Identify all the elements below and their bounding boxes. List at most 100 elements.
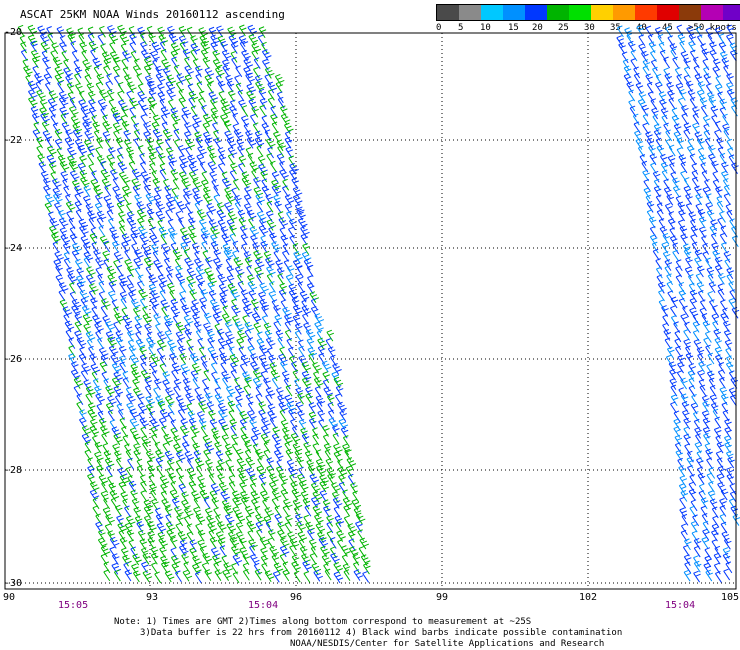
wind-barb — [122, 66, 130, 79]
wind-barb — [726, 73, 734, 85]
wind-barb — [719, 498, 727, 510]
wind-barb — [716, 441, 725, 454]
wind-barb — [707, 273, 715, 286]
wind-barb — [285, 274, 294, 286]
wind-barb — [79, 225, 89, 237]
wind-barb — [714, 416, 722, 429]
wind-barb — [199, 546, 207, 558]
wind-barb — [207, 522, 217, 534]
wind-barb — [259, 298, 269, 311]
wind-barb — [690, 520, 699, 533]
wind-barb — [138, 411, 146, 424]
wind-barb — [223, 562, 233, 574]
wind-barb — [690, 234, 698, 246]
wind-barb — [646, 137, 654, 150]
wind-barb — [208, 91, 219, 104]
wind-barb — [727, 147, 734, 160]
wind-barb — [675, 274, 683, 287]
wind-barb — [145, 450, 156, 463]
wind-barb — [179, 297, 187, 310]
wind-barb — [203, 449, 211, 461]
wind-barb — [705, 83, 713, 95]
wind-barb — [108, 280, 117, 293]
wind-barb — [217, 35, 226, 48]
wind-barb — [210, 483, 221, 495]
wind-barb — [240, 426, 248, 438]
wind-barb — [650, 59, 658, 71]
wind-barb — [237, 89, 245, 102]
wind-barb — [156, 522, 167, 535]
wind-barb — [186, 338, 194, 351]
wind-barb — [267, 347, 274, 360]
wind-barb — [139, 233, 149, 246]
wind-barb — [194, 571, 202, 584]
wind-barb — [186, 467, 197, 480]
wind-barb — [634, 130, 642, 142]
wind-barb — [113, 75, 121, 87]
wind-barb — [138, 225, 148, 238]
wind-barb — [274, 73, 285, 86]
wind-barb — [131, 563, 139, 576]
wind-barb — [288, 289, 299, 302]
wind-barb — [87, 457, 95, 470]
wind-barb — [101, 298, 111, 310]
wind-barb — [137, 274, 145, 287]
wind-barb — [82, 121, 92, 133]
wind-barb — [109, 546, 117, 559]
wind-barb — [103, 497, 111, 510]
wind-barb — [19, 35, 27, 47]
wind-barb — [277, 273, 285, 285]
wind-barb — [86, 338, 94, 351]
wind-barb — [705, 201, 713, 214]
wind-barb — [175, 272, 185, 285]
wind-barb — [679, 475, 688, 487]
wind-barb — [179, 227, 190, 239]
wind-barb — [211, 371, 218, 384]
wind-barb — [633, 66, 641, 79]
wind-barb — [186, 267, 197, 280]
wind-barb — [212, 58, 223, 71]
wind-barb — [204, 442, 215, 454]
wind-barb — [142, 570, 153, 582]
wind-barb — [142, 552, 151, 565]
wind-barb — [51, 42, 59, 55]
wind-barb — [66, 27, 76, 40]
wind-barb — [231, 304, 241, 317]
wind-barb — [666, 81, 674, 94]
wind-barb — [102, 114, 110, 127]
wind-barb — [91, 114, 99, 127]
wind-barb — [132, 553, 142, 566]
wind-barb — [165, 80, 176, 93]
wind-barb — [678, 209, 686, 222]
wind-barb — [156, 138, 164, 151]
wind-barb — [198, 482, 206, 495]
wind-barb — [328, 417, 339, 430]
wind-barb — [134, 315, 142, 327]
wind-barb — [296, 456, 304, 469]
wind-barb — [178, 35, 189, 47]
wind-barb — [267, 81, 277, 94]
lat-label: -30 — [4, 578, 23, 589]
wind-barb — [196, 81, 204, 94]
wind-barb — [255, 193, 265, 206]
wind-barb — [159, 98, 167, 111]
wind-barb — [118, 529, 126, 542]
wind-barb — [153, 259, 163, 272]
wind-barb — [186, 403, 194, 415]
wind-barb — [266, 200, 274, 213]
wind-barb — [714, 346, 723, 359]
wind-barb — [316, 329, 324, 342]
wind-barb — [229, 536, 240, 549]
wind-barb — [346, 457, 357, 469]
wind-barb — [673, 123, 682, 136]
wind-barb — [695, 272, 703, 285]
wind-barb — [688, 211, 697, 224]
wind-barb — [88, 283, 99, 295]
wind-barb — [243, 58, 254, 71]
wind-barb — [261, 41, 269, 54]
wind-barb — [327, 409, 335, 422]
wind-barb — [704, 442, 712, 455]
wind-barb — [120, 43, 128, 55]
wind-barb — [259, 282, 269, 295]
wind-barb — [658, 299, 666, 311]
